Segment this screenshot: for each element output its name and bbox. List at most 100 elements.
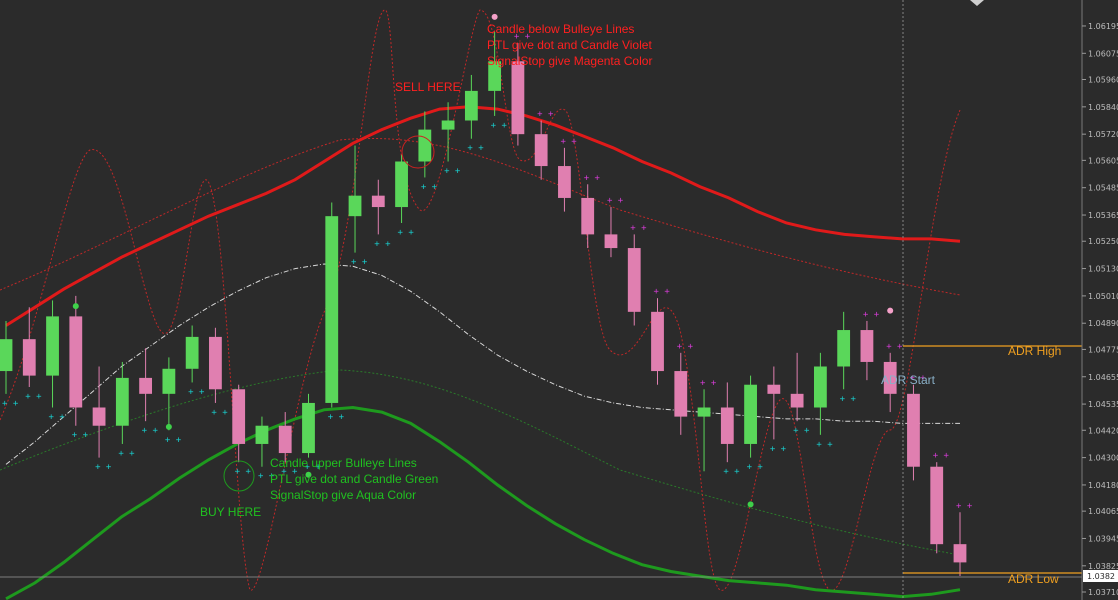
- candle: [907, 384, 920, 481]
- candle-body: [139, 377, 153, 394]
- signal-stop-aqua: + +: [72, 431, 89, 441]
- candle-body: [581, 197, 595, 235]
- candle-body: [162, 368, 176, 394]
- signal-stop-aqua: + +: [374, 239, 391, 249]
- signal-stop-magenta: + +: [584, 173, 601, 183]
- price-tick-label: 1.03825: [1088, 562, 1118, 571]
- candle: [558, 147, 571, 212]
- scroll-indicator-icon[interactable]: [970, 0, 984, 6]
- ptl-buy-dot: [165, 423, 172, 430]
- buy-rule-text: Candle upper Bulleye Lines PTL give dot …: [270, 456, 438, 502]
- dotted-envelope-lines: [0, 9, 961, 591]
- candle: [744, 375, 757, 458]
- candle: [837, 311, 851, 390]
- signal-stop-magenta: + +: [700, 378, 717, 388]
- dotted-green-lower-line: [0, 369, 961, 556]
- price-tick-label: 1.06075: [1088, 49, 1118, 58]
- price-tick-label: 1.04180: [1088, 481, 1118, 490]
- candle: [813, 352, 827, 435]
- candle: [883, 352, 897, 413]
- signal-stop-aqua: + +: [95, 463, 112, 473]
- signal-stop-aqua: + +: [793, 426, 810, 436]
- signal-stop-magenta: + +: [909, 374, 926, 384]
- candle: [464, 74, 478, 139]
- signal-stop-aqua: + +: [304, 463, 321, 473]
- candle: [255, 416, 269, 467]
- candle: [115, 361, 129, 444]
- signal-stop-aqua: + +: [723, 467, 740, 477]
- svg-text:SignalStop give Aqua Color: SignalStop give Aqua Color: [270, 488, 416, 502]
- price-tick-label: 1.05250: [1088, 237, 1118, 246]
- candle: [0, 320, 13, 394]
- ptl-buy-dot: [747, 501, 754, 508]
- candle-body: [255, 425, 269, 444]
- candle-body: [22, 339, 36, 376]
- candle-body: [860, 330, 874, 362]
- signal-stop-aqua: + +: [235, 467, 252, 477]
- price-tick-label: 1.05365: [1088, 211, 1118, 220]
- candle: [278, 412, 292, 463]
- candle-body: [464, 90, 478, 121]
- candle-body: [720, 407, 734, 444]
- candle: [953, 512, 967, 577]
- candle: [139, 348, 153, 422]
- price-tick-label: 1.04535: [1088, 400, 1118, 409]
- price-axis-panel: [1082, 0, 1118, 600]
- ptl-sell-dot: [491, 13, 498, 20]
- price-axis-ticks: 1.06195 1.06075 1.05960 1.05840 1.05720 1.056…: [1082, 22, 1118, 597]
- signal-stop-magenta: + +: [537, 110, 554, 120]
- candle-body: [46, 316, 59, 376]
- adr-start-label: ADR Start: [881, 373, 936, 387]
- candle-body: [371, 195, 385, 208]
- svg-text:SignalStop give Magenta Color: SignalStop give Magenta Color: [487, 54, 652, 68]
- signal-stop-aqua: + +: [770, 444, 787, 454]
- candle-body: [0, 339, 13, 372]
- signal-stop-magenta: + +: [607, 196, 624, 206]
- candle: [325, 202, 339, 408]
- candle: [22, 307, 36, 387]
- price-tick-label: 1.04065: [1088, 507, 1118, 516]
- price-tick-label: 1.05485: [1088, 184, 1118, 193]
- price-tick-label: 1.05840: [1088, 103, 1118, 112]
- signal-stop-aqua: + +: [328, 413, 345, 423]
- signal-stop-aqua: + +: [421, 182, 438, 192]
- sell-here-label: SELL HERE: [395, 80, 461, 94]
- svg-text:PTL give dot and Candle Violet: PTL give dot and Candle Violet: [487, 38, 652, 52]
- candle-body: [115, 377, 129, 426]
- candle: [185, 325, 199, 383]
- candle: [209, 327, 222, 403]
- buy-highlight-circle: [223, 460, 255, 492]
- candle-body: [534, 134, 548, 167]
- candle: [651, 298, 664, 385]
- signal-stop-aqua: + +: [49, 413, 66, 423]
- candle-body: [627, 248, 641, 312]
- signal-stop-aqua: + +: [816, 440, 833, 450]
- signal-stop-aqua: + +: [142, 426, 159, 436]
- candle: [581, 184, 595, 249]
- candle: [302, 393, 315, 458]
- candle-body: [441, 120, 455, 130]
- candle: [674, 352, 688, 435]
- bulleye-middle-line: [5, 263, 960, 465]
- candle-body: [604, 234, 618, 249]
- signal-stop-magenta: + +: [863, 310, 880, 320]
- signal-stop-aqua: + +: [188, 387, 205, 397]
- candle: [534, 120, 548, 180]
- candle: [46, 300, 59, 408]
- candle: [92, 366, 106, 458]
- candle: [371, 179, 385, 235]
- candle-body: [418, 129, 432, 162]
- signal-stop-layer: + + + + + + + + + + + + + + + + + + + + + + + + + + +…: [2, 13, 973, 511]
- signal-stop-aqua: + +: [258, 472, 275, 482]
- signal-stop-aqua: + +: [840, 394, 857, 404]
- candle-body: [209, 336, 222, 390]
- price-tick-label: 1.04300: [1088, 454, 1118, 463]
- price-tick-label: 1.04775: [1088, 345, 1118, 354]
- signal-stop-aqua: + +: [281, 467, 298, 477]
- candle-body: [837, 330, 851, 367]
- price-tick-label: 1.06195: [1088, 22, 1118, 31]
- candles-layer: [0, 31, 967, 577]
- signal-stop-magenta: + +: [677, 342, 694, 352]
- ptl-buy-dot: [305, 471, 312, 478]
